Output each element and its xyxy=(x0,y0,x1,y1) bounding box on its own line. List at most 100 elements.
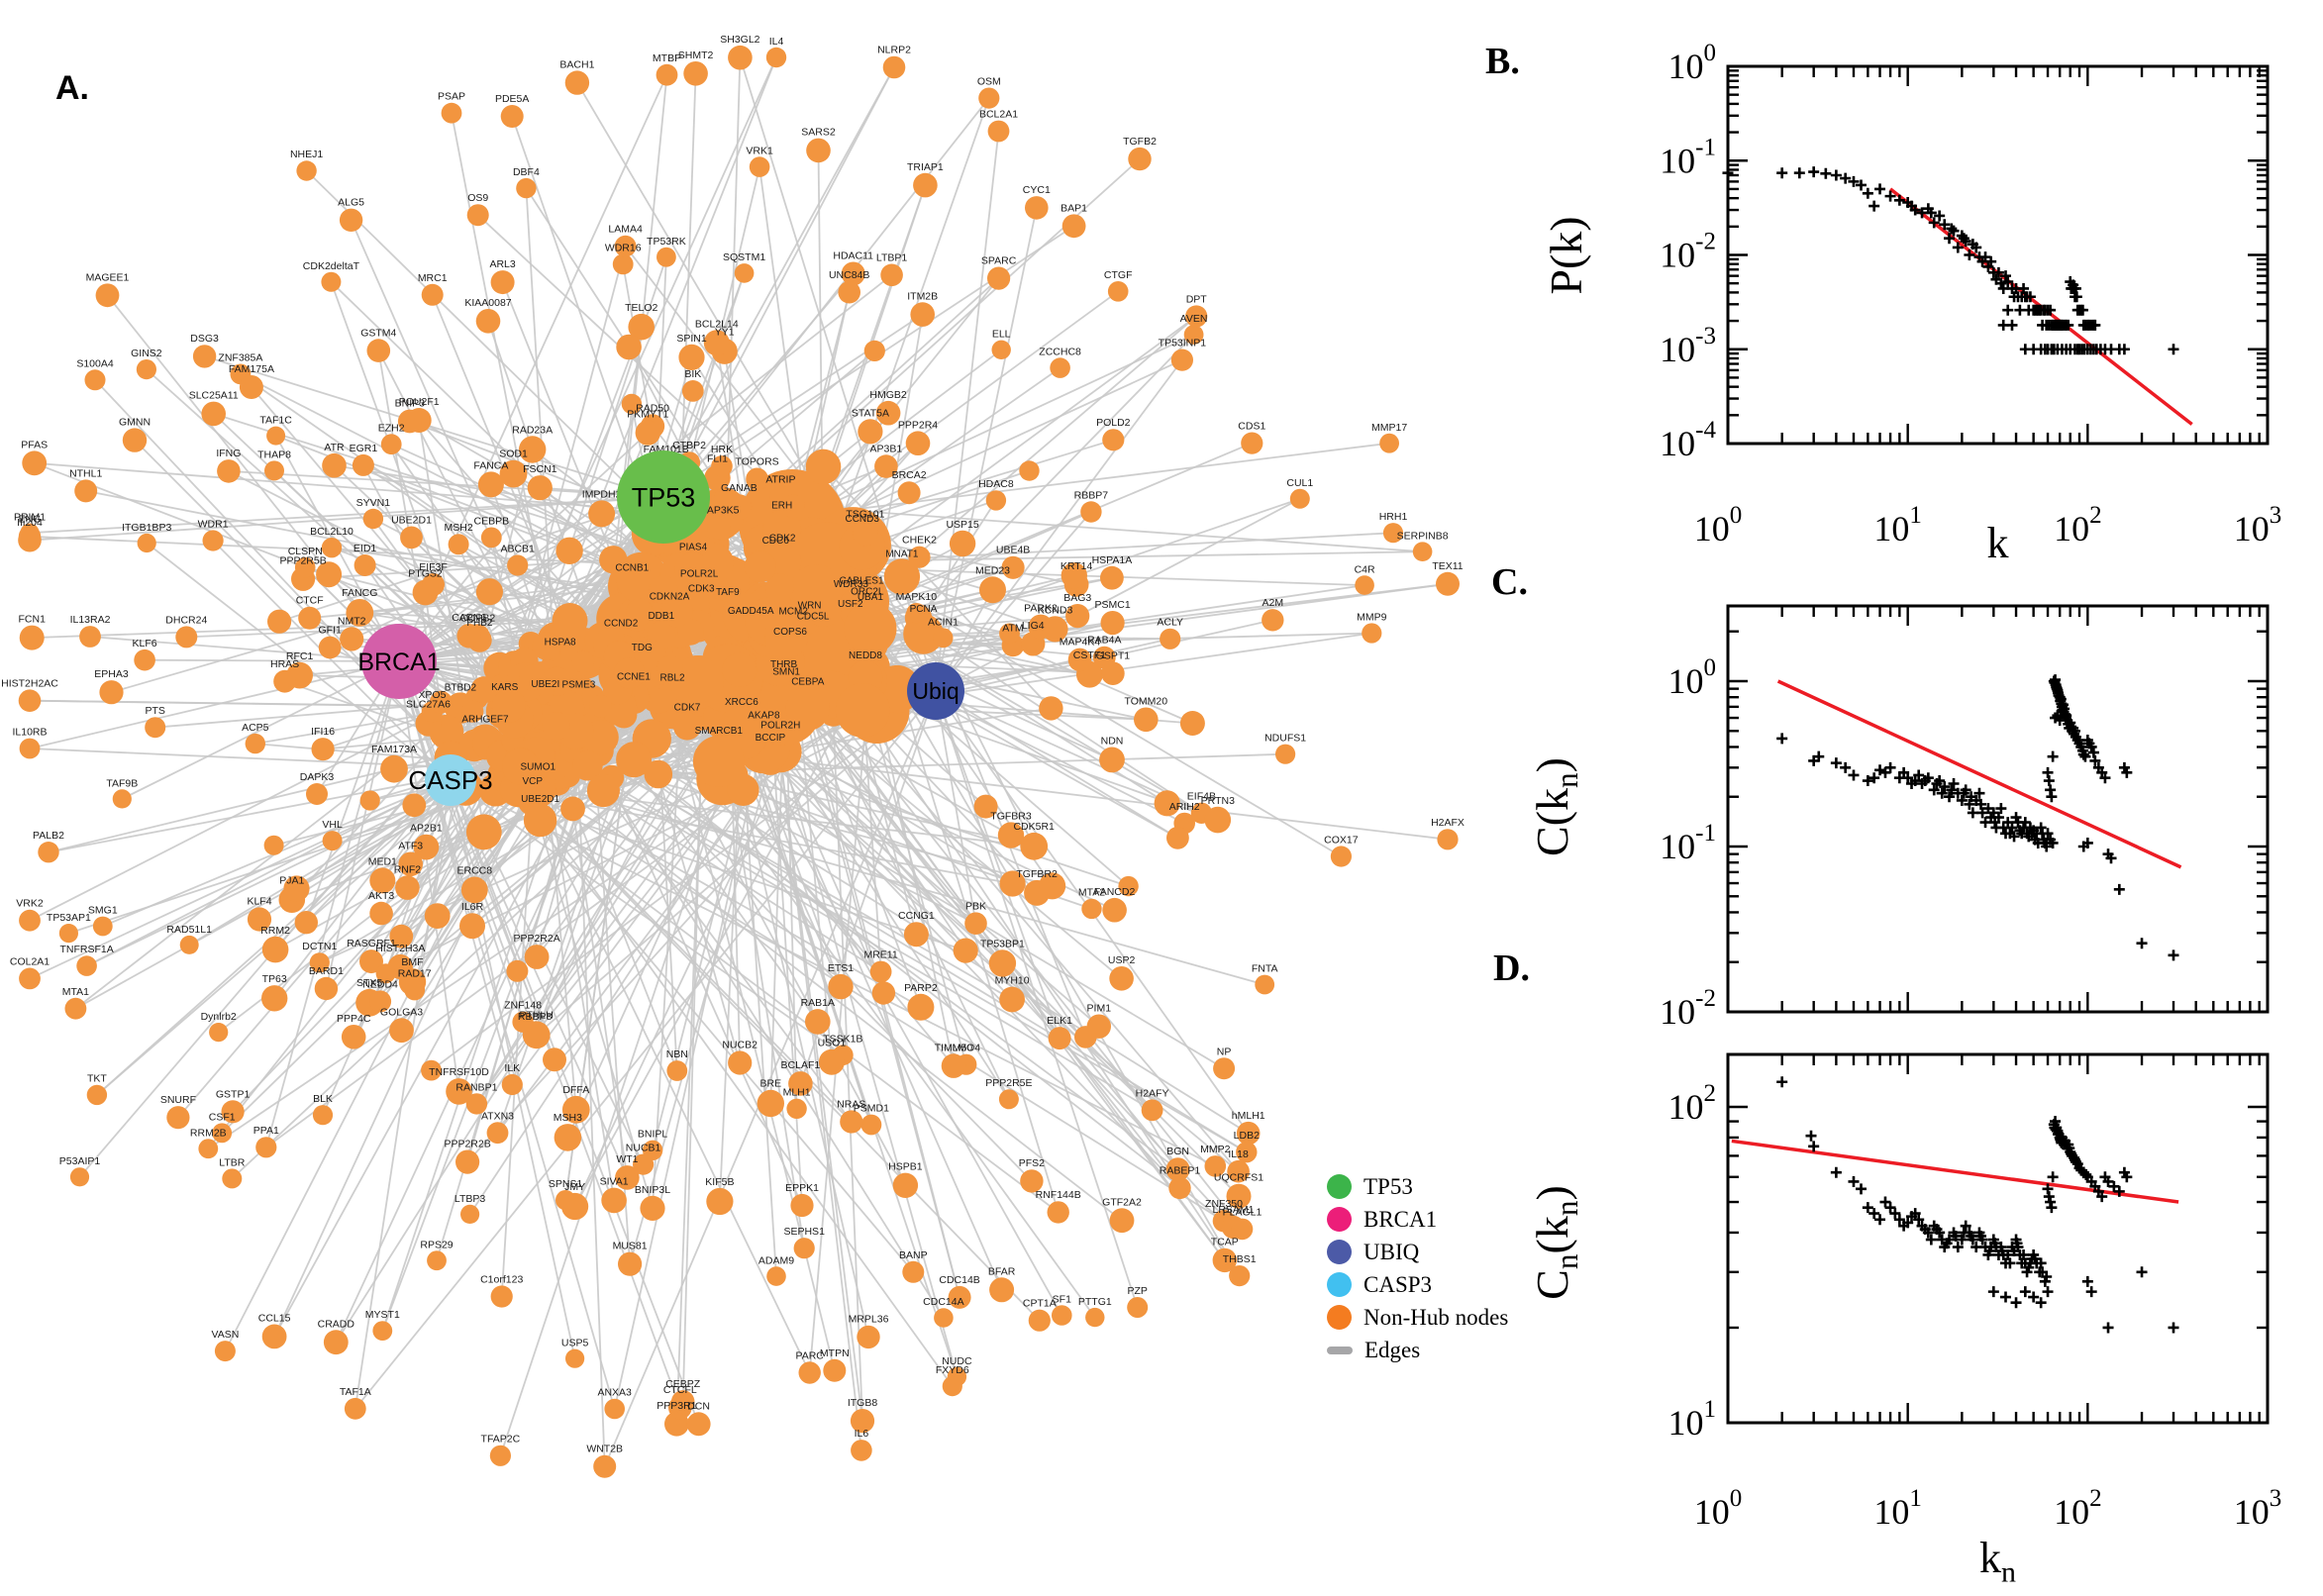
network-node xyxy=(1227,1159,1250,1183)
network-node xyxy=(621,393,643,415)
network-node xyxy=(764,573,794,603)
node-label: WDR16 xyxy=(605,243,642,254)
node-label: VCP xyxy=(523,776,544,787)
data-point xyxy=(2121,1171,2133,1183)
node-label: SUMO1 xyxy=(521,762,556,773)
data-point xyxy=(2047,1171,2059,1183)
data-point xyxy=(2076,304,2088,316)
node-label: EPPK1 xyxy=(785,1182,819,1194)
network-node xyxy=(507,554,529,576)
network-node xyxy=(1020,1169,1044,1193)
node-label: CPT1A xyxy=(1023,1298,1057,1310)
network-node xyxy=(1165,1157,1190,1182)
network-node xyxy=(633,1153,655,1175)
data-point xyxy=(1985,255,1997,267)
network-node xyxy=(86,1084,108,1106)
edge xyxy=(917,617,1036,848)
node-label: GMNN xyxy=(119,416,151,428)
network-node xyxy=(765,47,787,68)
node-label: TAF9 xyxy=(716,587,740,598)
node-label: POU2F1 xyxy=(399,396,440,408)
node-label: BAG3 xyxy=(1063,592,1091,604)
node-label: UBE2D1 xyxy=(391,515,432,527)
data-point xyxy=(2035,822,2047,834)
data-point xyxy=(1975,798,1987,810)
network-node xyxy=(372,1321,393,1341)
node-label: ELK1 xyxy=(1047,1015,1072,1027)
network-node xyxy=(788,1071,813,1096)
data-point xyxy=(2035,1257,2047,1269)
network-node xyxy=(19,909,41,932)
network-node xyxy=(552,603,588,639)
node-label: DCTN1 xyxy=(302,941,337,952)
node-label: PARP2 xyxy=(904,982,938,994)
node-label: CABLES1 xyxy=(839,575,883,586)
network-node xyxy=(999,623,1020,645)
data-point xyxy=(1979,251,1991,263)
data-point xyxy=(1956,794,1968,806)
legend: TP53 BRCA1 UBIQ CASP3 Non-Hub nodes Edges xyxy=(1327,1170,1508,1366)
node-label: CDC5L xyxy=(797,611,830,622)
network-node xyxy=(612,253,634,275)
network-node xyxy=(999,986,1025,1013)
node-label: GTF2A2 xyxy=(1102,1196,1142,1208)
node-label: USO1 xyxy=(818,1038,847,1049)
network-node xyxy=(556,537,583,564)
network-node xyxy=(764,614,809,658)
node-label: PPP3R1 xyxy=(656,1400,696,1412)
data-point xyxy=(2102,1322,2114,1334)
node-label: HDAC11 xyxy=(833,250,873,262)
network-node xyxy=(556,1190,576,1211)
network-node xyxy=(255,1137,277,1158)
network-node xyxy=(913,172,938,198)
network-node xyxy=(22,450,48,476)
y-tick-label: 100 xyxy=(1668,40,1717,86)
node-label: MAP4K4 xyxy=(1060,637,1101,648)
node-label: AP3B1 xyxy=(870,443,903,454)
edge xyxy=(350,219,567,709)
network-node xyxy=(354,554,376,576)
node-label: IL18 xyxy=(1228,1148,1249,1160)
x-tick-label: 102 xyxy=(2054,502,2102,549)
network-node xyxy=(459,913,485,940)
data-point xyxy=(2042,1286,2054,1298)
network-node xyxy=(850,1409,875,1434)
network-node xyxy=(1134,707,1159,733)
network-node xyxy=(323,1330,349,1355)
network-node xyxy=(828,973,854,1000)
node-label: RNF2 xyxy=(394,863,422,875)
network-node xyxy=(844,602,897,655)
node-label: LDB2 xyxy=(1234,1130,1260,1142)
network-node xyxy=(628,313,655,341)
network-node xyxy=(1437,829,1459,850)
node-label: NEDD8 xyxy=(849,650,882,661)
node-label: CLSPN xyxy=(288,546,323,557)
node-label: MYST1 xyxy=(365,1309,400,1321)
network-node xyxy=(818,1048,845,1075)
network-node xyxy=(882,55,906,79)
node-label: PTS xyxy=(145,705,164,717)
node-label: C4R xyxy=(1355,563,1375,575)
data-point xyxy=(1856,179,1867,191)
network-node xyxy=(1154,790,1180,817)
node-label: IMPDH2 xyxy=(582,488,622,500)
network-node xyxy=(1226,1183,1252,1209)
data-point xyxy=(1992,812,2004,824)
data-point xyxy=(2105,852,2117,864)
network-node xyxy=(296,160,317,181)
network-node xyxy=(1379,433,1399,453)
data-point xyxy=(1874,1214,1886,1226)
network-node xyxy=(264,460,284,481)
node-label: WT1 xyxy=(616,1153,638,1165)
edge xyxy=(106,294,400,662)
node-label: WDR1 xyxy=(198,518,229,530)
fit-line xyxy=(1776,679,2182,869)
network-node xyxy=(880,263,903,287)
network-node xyxy=(571,649,595,673)
node-label: CSTF1 xyxy=(1073,649,1106,661)
edge xyxy=(580,718,1033,1182)
network-node xyxy=(95,283,120,308)
edge xyxy=(450,779,681,1409)
data-point xyxy=(1960,1220,1971,1232)
network-node xyxy=(543,1047,566,1072)
